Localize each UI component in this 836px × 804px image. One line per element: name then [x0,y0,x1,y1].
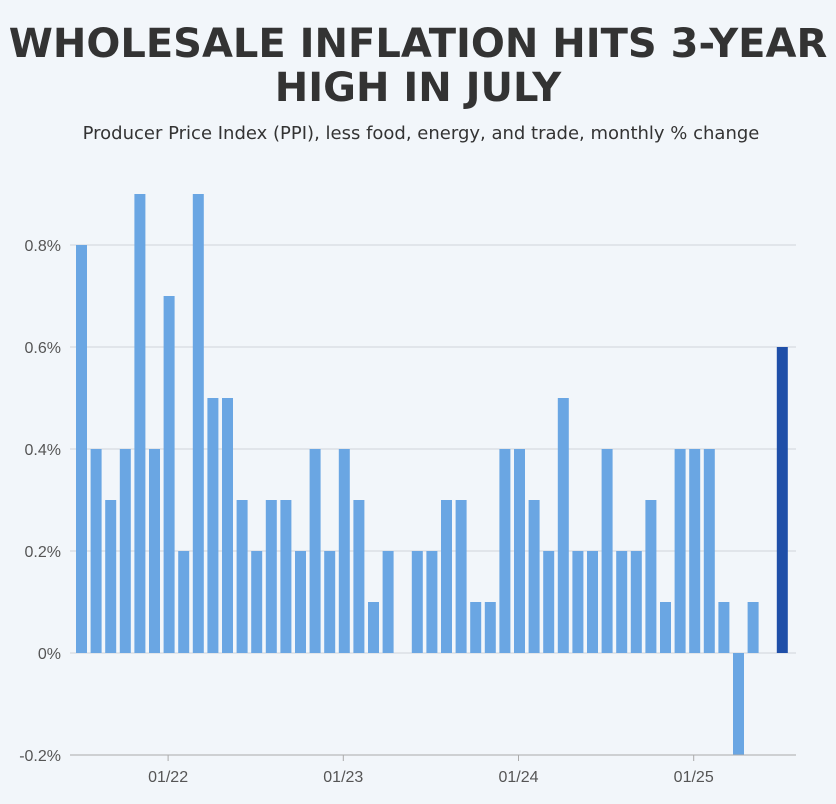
bar [134,194,146,653]
bar [251,551,263,653]
bar [309,449,321,653]
bar [616,551,628,653]
y-tick-label: 0.2% [25,544,61,561]
bar [222,398,233,653]
bars [76,194,788,755]
x-tick-label: 01/25 [674,769,714,786]
y-tick-label: -0.2% [19,748,61,765]
bar [455,500,467,653]
bar [411,551,423,653]
y-tick-label: 0.6% [25,340,61,357]
bar [382,551,394,653]
bar [90,449,102,653]
y-tick-label: 0% [38,646,61,663]
bar [718,602,730,653]
bar [470,602,482,653]
x-tick-label: 01/23 [323,769,363,786]
bar [733,653,744,755]
bar [324,551,336,653]
bar [689,449,701,653]
bar [514,449,525,653]
bar [587,551,598,653]
y-tick-label: 0.4% [25,442,61,459]
bar [178,551,190,653]
bar [543,551,555,653]
x-tick-label: 01/22 [148,769,188,786]
bar [119,449,131,653]
bar [747,602,759,653]
bar [426,551,438,653]
bar [557,398,569,653]
bar [368,602,379,653]
bar [105,500,117,653]
grid-lines [70,244,796,756]
bar [703,449,715,653]
bar [630,551,642,653]
axes: -0.2% 0% 0.2% 0.4% 0.6% 0.8% 01/22 01/23 01/24 01… [19,238,796,786]
bar [236,500,248,653]
bar [192,194,204,653]
bar [499,449,511,653]
bar [484,602,496,653]
bar [601,449,613,653]
bar [674,449,686,653]
bar [353,500,365,653]
bar [280,500,292,653]
bar [163,296,175,653]
bar [441,500,452,653]
chart-title: WHOLESALE INFLATION HITS 3-YEAR HIGH IN … [8,21,828,111]
bar [338,449,350,653]
y-tick-label: 0.8% [25,238,61,255]
bar-highlight [776,347,788,653]
bar [645,500,657,653]
bar [528,500,540,653]
bar [207,398,219,653]
x-tick-label: 01/24 [498,769,538,786]
bar [295,551,306,653]
bar [572,551,584,653]
bar [660,602,671,653]
bar [265,500,277,653]
bar [149,449,160,653]
bar [76,245,87,653]
chart-subtitle: Producer Price Index (PPI), less food, e… [82,123,760,144]
